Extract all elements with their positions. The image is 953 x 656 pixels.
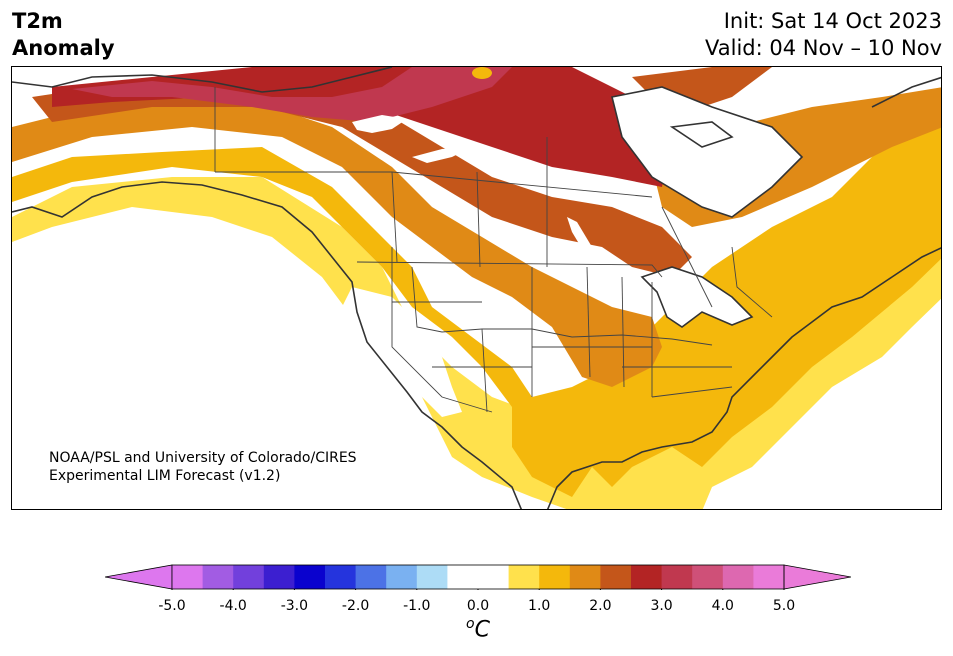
colorbar-bin (416, 565, 448, 589)
colorbar-tick-label: -1.0 (403, 598, 431, 614)
colorbar-bin (172, 565, 204, 589)
colorbar-extend-low (104, 564, 173, 590)
colorbar-bin (233, 565, 265, 589)
anomaly-band-3p0 (72, 67, 512, 122)
colorbar-bin (478, 565, 510, 589)
map-svg (12, 67, 941, 509)
colorbar-tick-label: 0.0 (466, 598, 490, 614)
colorbar-tick-label: -3.0 (280, 598, 309, 614)
colorbar-tick-label: -2.0 (341, 598, 370, 614)
title-line-1: T2m (12, 9, 63, 33)
hudson-bay (612, 87, 802, 217)
unit-superscript: o (466, 616, 475, 632)
colorbar-bin (539, 565, 571, 589)
colorbar-bin (661, 565, 693, 589)
anomaly-map (11, 66, 942, 510)
great-lakes (642, 267, 752, 327)
colorbar-tick-label: 5.0 (772, 598, 796, 614)
colorbar-bin (355, 565, 387, 589)
map-title: T2m Anomaly (12, 8, 115, 62)
colorbar-tick-label: 1.0 (528, 598, 551, 614)
anomaly-band-1p0 (12, 108, 941, 497)
colorbar-bin (325, 565, 357, 589)
colorbar-bin (447, 565, 479, 589)
colorbar-svg (104, 564, 852, 590)
colorbar-bin (263, 565, 295, 589)
anomaly-peak-marker (472, 67, 492, 79)
us-southwest-white (342, 287, 462, 417)
lake-winnipeg (567, 217, 592, 252)
colorbar-units: oC (458, 616, 498, 642)
colorbar-tick-label: -5.0 (158, 598, 186, 614)
valid-range: Valid: 04 Nov – 10 Nov (705, 36, 942, 60)
anomaly-band-2p0 (32, 67, 772, 277)
colorbar (104, 564, 852, 594)
colorbar-tick-label: 2.0 (589, 598, 612, 614)
colorbar-bin (386, 565, 418, 589)
great-slave-lake (412, 147, 472, 163)
colorbar-bin (202, 565, 234, 589)
colorbar-bin (600, 565, 632, 589)
colorbar-tick-label: 4.0 (711, 598, 734, 614)
forecast-dates: Init: Sat 14 Oct 2023 Valid: 04 Nov – 10… (705, 8, 942, 62)
colorbar-bin (692, 565, 724, 589)
political-borders (214, 87, 773, 413)
colorbar-bin (294, 565, 326, 589)
credit-line-2: Experimental LIM Forecast (v1.2) (49, 468, 281, 484)
great-bear-lake (352, 115, 407, 133)
colorbar-bin (508, 565, 540, 589)
credit-line-1: NOAA/PSL and University of Colorado/CIRE… (49, 450, 357, 466)
colorbar-tick-label: 3.0 (650, 598, 673, 614)
data-credit: NOAA/PSL and University of Colorado/CIRE… (49, 449, 357, 485)
coastlines (12, 67, 941, 509)
colorbar-extend-high (783, 564, 852, 590)
colorbar-bin (569, 565, 601, 589)
title-line-2: Anomaly (12, 36, 115, 60)
colorbar-tick-label: -4.0 (219, 598, 247, 614)
colorbar-bin (753, 565, 785, 589)
unit-symbol: C (474, 617, 490, 643)
colorbar-bin (631, 565, 663, 589)
init-date: Init: Sat 14 Oct 2023 (723, 9, 942, 33)
colorbar-bin (722, 565, 754, 589)
